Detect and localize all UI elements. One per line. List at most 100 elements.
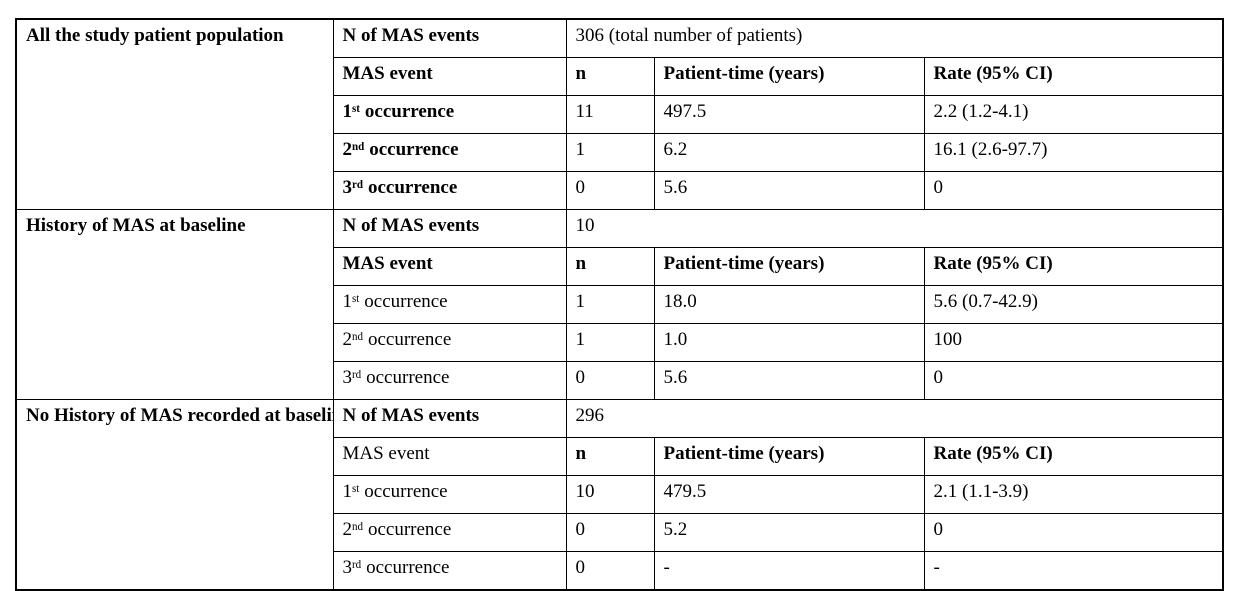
occurrence-rate: 2.1 (1.1-3.9) [923,475,1224,514]
occurrence-rate: 100 [923,323,1224,362]
section-1-group-label: All the study patient population [26,25,284,46]
occurrence-label: 3rd occurrence [332,551,567,591]
occurrence-word: occurrence [364,101,455,122]
occurrence-ordinal: 3 [342,177,353,198]
occurrence-n: 1 [565,133,655,172]
section-1-header-n: n [565,57,655,96]
occurrence-n: 0 [565,551,655,591]
occurrence-word: occurrence [364,291,448,312]
occurrence-ordinal: 2 [342,519,353,540]
occurrence-suffix: nd [352,140,365,153]
occurrence-label: 1st occurrence [332,285,567,324]
occurrence-n: 0 [565,513,655,552]
section-2-n-events-label: N of MAS events [332,209,567,248]
occurrence-patient-time: 6.2 [653,133,925,172]
occurrence-word: occurrence [367,177,458,198]
occurrence-ordinal: 1 [342,101,353,122]
occurrence-rate: 2.2 (1.2-4.1) [923,95,1224,134]
section-3-header-mas-event: MAS event [332,437,567,476]
occurrence-word: occurrence [367,329,452,350]
section-3-group-label: No History of MAS recorded at baseline [26,405,333,426]
occurrence-label: 3rd occurrence [332,171,567,210]
occurrence-suffix: st [352,292,360,305]
occurrence-patient-time: 5.6 [653,361,925,400]
occurrence-label: 2nd occurrence [332,323,567,362]
section-1-header-patient-time: Patient-time (years) [653,57,925,96]
table-row: History of MAS at baseline N of MAS even… [15,209,1224,400]
occurrence-word: occurrence [366,367,450,388]
occurrence-word: occurrence [367,519,452,540]
section-3-group-cell: No History of MAS recorded at baseline [15,399,334,591]
occurrence-patient-time: 497.5 [653,95,925,134]
section-3-n-events-value: 296 [565,399,1224,438]
occurrence-suffix: rd [352,178,364,191]
table-row: 1st occurrence 10 479.5 2.1 (1.1-3.9) [16,475,1224,514]
occurrence-patient-time: - [653,551,925,591]
occurrence-rate: 5.6 (0.7-42.9) [923,285,1224,324]
occurrence-n: 0 [565,171,655,210]
section-2-header-mas-event: MAS event [332,247,567,286]
section-2-header-n: n [565,247,655,286]
table-row: MAS event n Patient-time (years) Rate (9… [16,247,1224,286]
occurrence-rate: 0 [923,171,1224,210]
occurrence-rate: 16.1 (2.6-97.7) [923,133,1224,172]
section-1-n-events-label: N of MAS events [332,18,567,58]
occurrence-ordinal: 1 [342,481,353,502]
table-row: 2nd occurrence 1 1.0 100 [16,323,1224,362]
occurrence-suffix: st [352,482,360,495]
occurrence-word: occurrence [369,139,459,160]
section-3-header-n: n [565,437,655,476]
occurrence-n: 11 [565,95,655,134]
occurrence-patient-time: 5.6 [653,171,925,210]
table-row: 1st occurrence 1 18.0 5.6 (0.7-42.9) [16,285,1224,324]
occurrence-patient-time: 18.0 [653,285,925,324]
table-row: 3rd occurrence 0 5.6 0 [16,361,1224,400]
occurrence-suffix: rd [352,558,362,571]
section-3-header-rate: Rate (95% CI) [923,437,1224,476]
table-row: No History of MAS recorded at baseline N… [15,399,1224,591]
occurrence-label: 2nd occurrence [332,513,567,552]
section-2-n-events-value: 10 [565,209,1224,248]
occurrence-suffix: rd [352,368,362,381]
occurrence-patient-time: 479.5 [653,475,925,514]
occurrence-ordinal: 1 [342,291,353,312]
occurrence-ordinal: 2 [342,329,353,350]
occurrence-n: 0 [565,361,655,400]
table-row: 3rd occurrence 0 5.6 0 [16,171,1224,210]
occurrence-word: occurrence [366,557,450,578]
occurrence-label: 3rd occurrence [332,361,567,400]
section-2-header-patient-time: Patient-time (years) [653,247,925,286]
occurrence-ordinal: 2 [342,139,353,160]
occurrence-patient-time: 1.0 [653,323,925,362]
occurrence-patient-time: 5.2 [653,513,925,552]
table-row: All the study patient population N of MA… [15,18,1224,210]
table-row: 2nd occurrence 1 6.2 16.1 (2.6-97.7) [16,133,1224,172]
table-row: 2nd occurrence 0 5.2 0 [16,513,1224,552]
occurrence-suffix: nd [352,330,364,343]
occurrence-ordinal: 3 [342,557,353,578]
occurrence-n: 1 [565,285,655,324]
occurrence-rate: 0 [923,513,1224,552]
occurrence-label: 1st occurrence [332,475,567,514]
occurrence-rate: 0 [923,361,1224,400]
section-1-n-events-value: 306 (total number of patients) [565,18,1224,58]
section-3-n-events-label: N of MAS events [332,399,567,438]
occurrence-suffix: st [352,102,360,115]
section-2-header-rate: Rate (95% CI) [923,247,1224,286]
occurrence-n: 10 [565,475,655,514]
section-1-header-rate: Rate (95% CI) [923,57,1224,96]
occurrence-ordinal: 3 [342,367,353,388]
section-1-group-cell: All the study patient population [15,18,334,210]
occurrence-rate: - [923,551,1224,591]
section-3-header-patient-time: Patient-time (years) [653,437,925,476]
occurrence-label: 1st occurrence [332,95,567,134]
table-row: MAS event n Patient-time (years) Rate (9… [16,437,1224,476]
section-2-group-cell: History of MAS at baseline [15,209,334,400]
mas-events-table: All the study patient population N of MA… [15,18,1224,591]
occurrence-suffix: nd [352,520,364,533]
table-row: 3rd occurrence 0 - - [16,551,1224,591]
table-row: 1st occurrence 11 497.5 2.2 (1.2-4.1) [16,95,1224,134]
occurrence-n: 1 [565,323,655,362]
occurrence-word: occurrence [364,481,448,502]
section-1-header-mas-event: MAS event [332,57,567,96]
